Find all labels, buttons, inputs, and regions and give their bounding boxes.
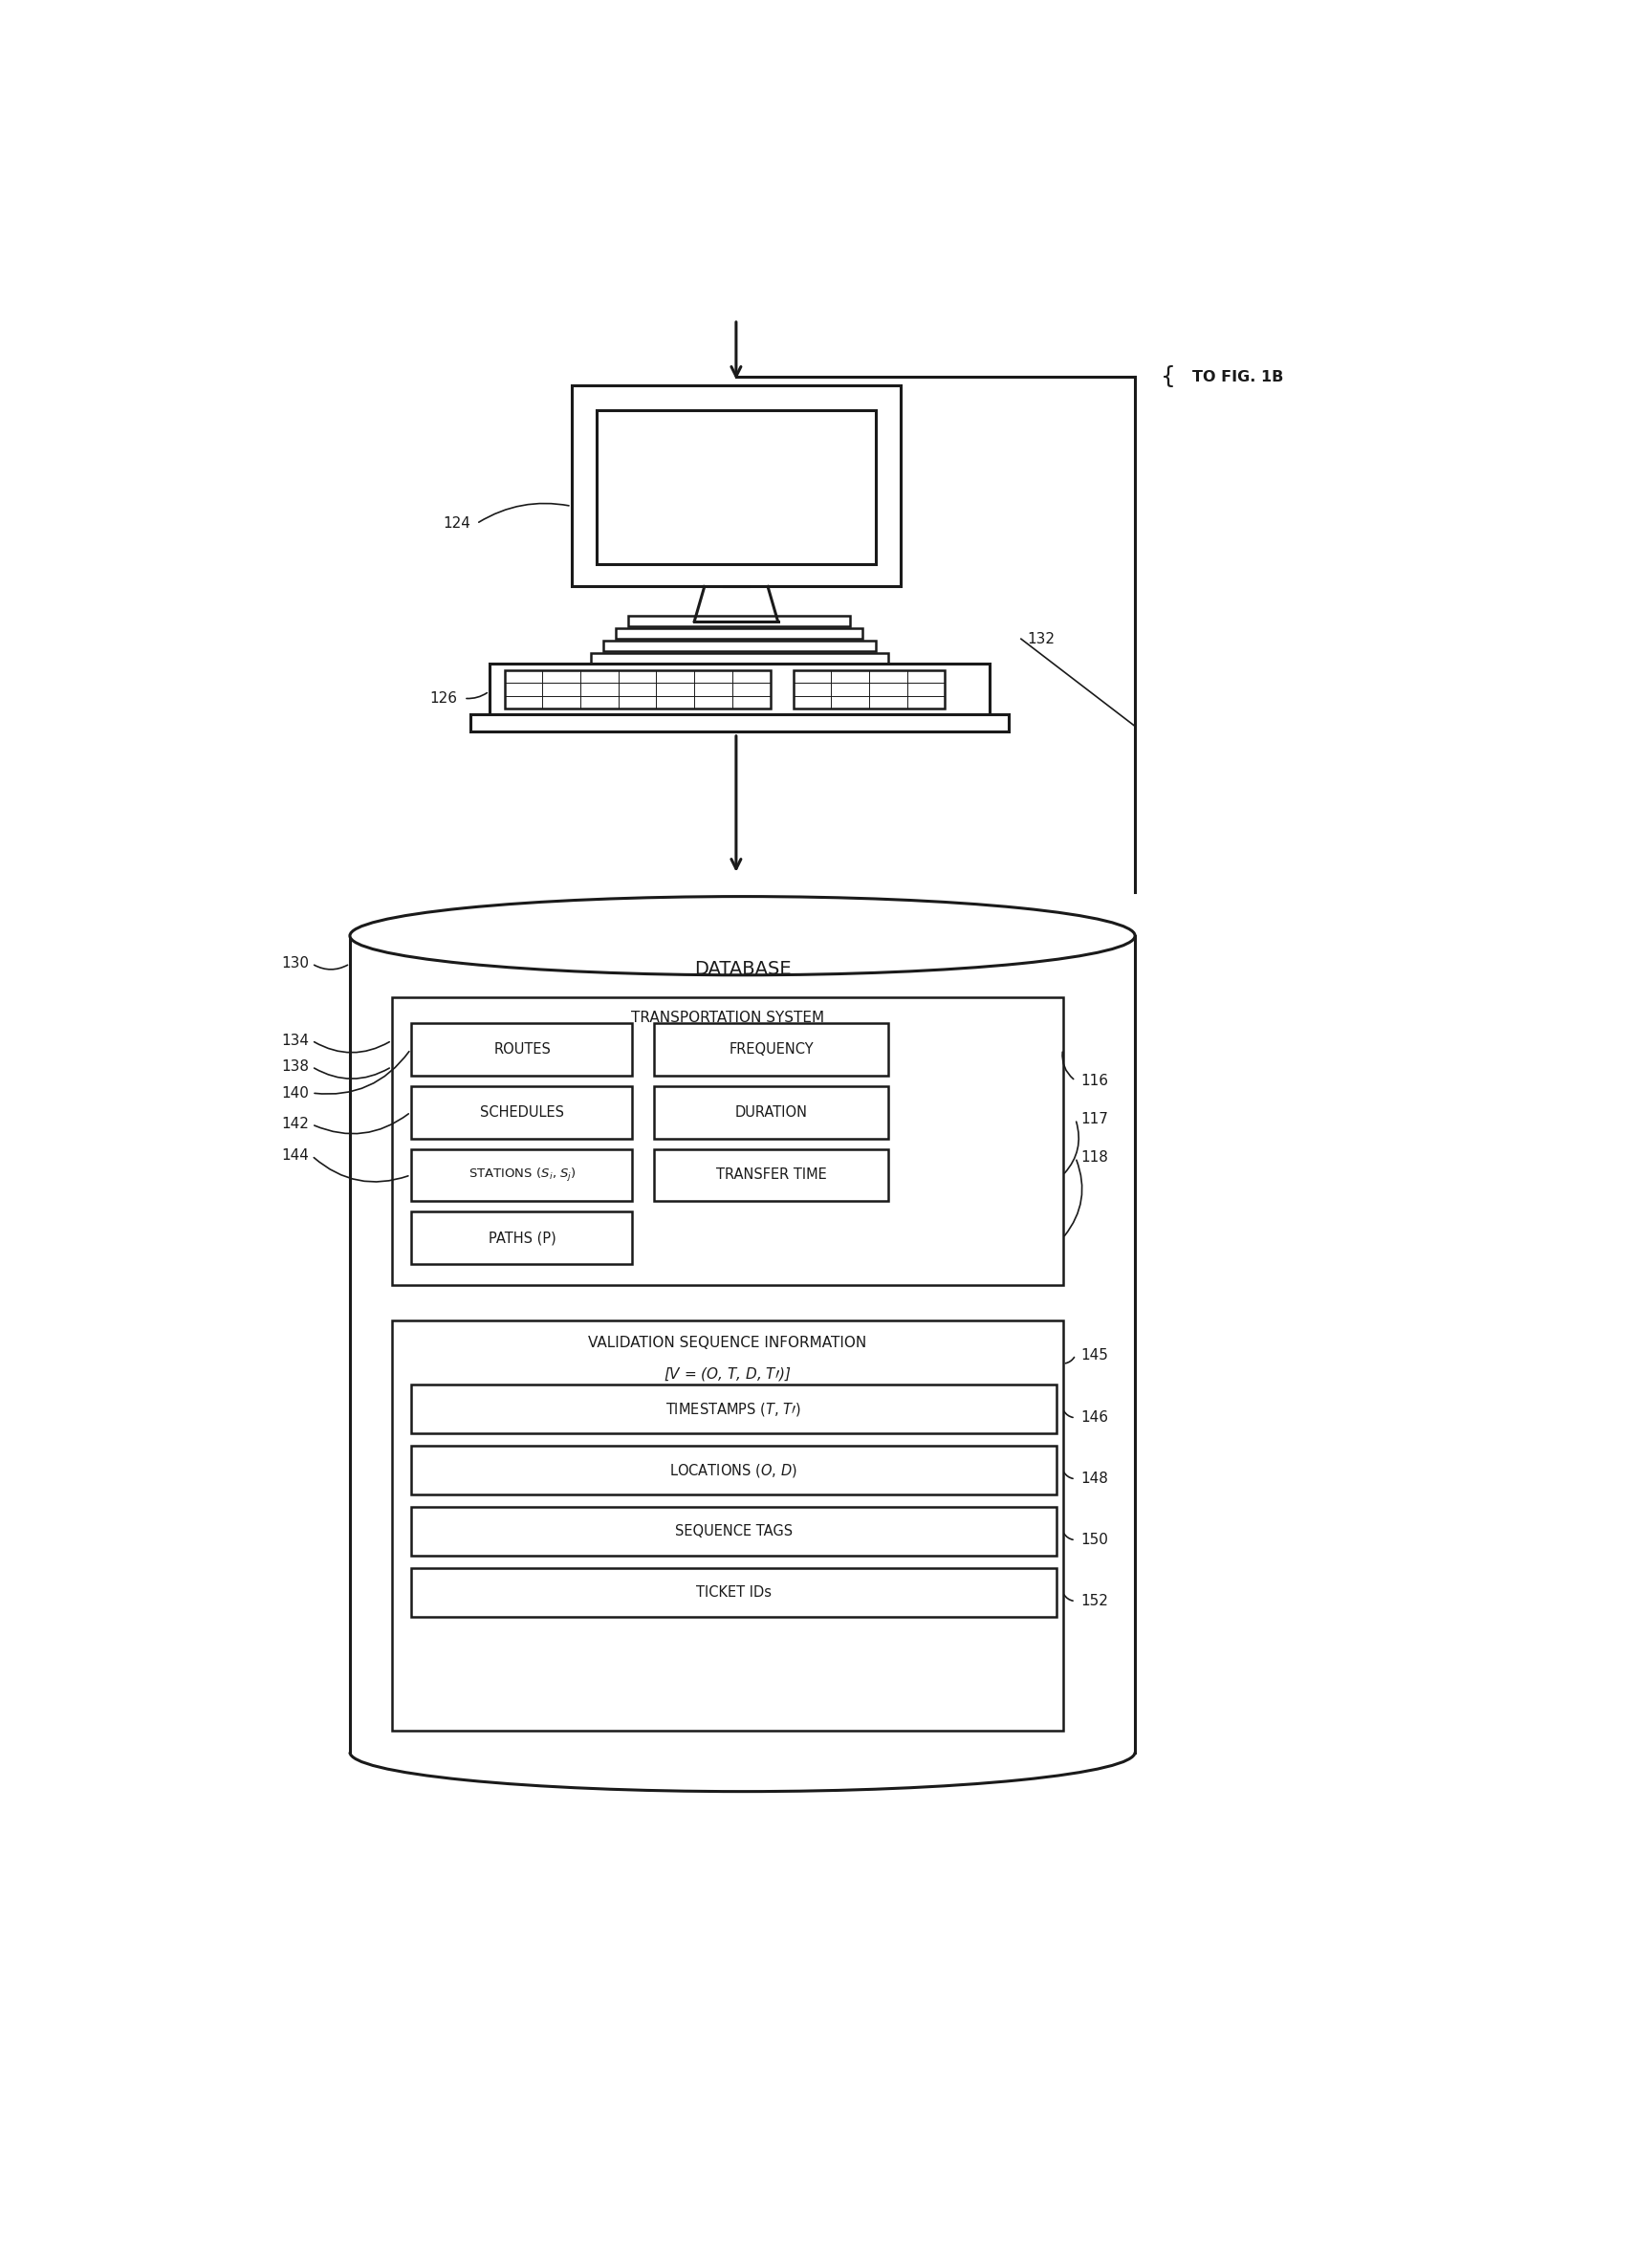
Bar xyxy=(410,1383,1057,1433)
Bar xyxy=(629,617,850,626)
Text: TRANSFER TIME: TRANSFER TIME xyxy=(716,1168,827,1182)
Bar xyxy=(596,411,876,565)
Text: 140: 140 xyxy=(281,1086,309,1100)
Text: TIMESTAMPS ($T$, $T$$\prime$): TIMESTAMPS ($T$, $T$$\prime$) xyxy=(665,1399,801,1418)
Text: 132: 132 xyxy=(1028,633,1056,646)
Bar xyxy=(410,1567,1057,1617)
Text: 130: 130 xyxy=(281,957,309,971)
Text: 144: 144 xyxy=(281,1148,309,1163)
Text: TRANSPORTATION SYSTEM: TRANSPORTATION SYSTEM xyxy=(631,1012,824,1025)
Text: 124: 124 xyxy=(443,517,471,531)
Text: 150: 150 xyxy=(1080,1533,1108,1547)
Bar xyxy=(572,386,900,587)
Text: PATHS (P): PATHS (P) xyxy=(489,1232,556,1245)
Text: 148: 148 xyxy=(1080,1472,1108,1486)
Bar xyxy=(410,1445,1057,1495)
Text: DURATION: DURATION xyxy=(735,1105,807,1120)
Text: VALIDATION SEQUENCE INFORMATION: VALIDATION SEQUENCE INFORMATION xyxy=(588,1336,866,1349)
Text: 118: 118 xyxy=(1080,1150,1108,1166)
Bar xyxy=(410,1086,632,1139)
Text: STATIONS ($S_i$, $S_j$): STATIONS ($S_i$, $S_j$) xyxy=(469,1166,577,1184)
Text: 145: 145 xyxy=(1080,1347,1108,1363)
Ellipse shape xyxy=(350,896,1136,975)
Bar xyxy=(654,1086,889,1139)
Bar xyxy=(410,1211,632,1263)
Text: TO FIG. 1B: TO FIG. 1B xyxy=(1193,370,1283,383)
Text: 152: 152 xyxy=(1080,1594,1108,1608)
Bar xyxy=(471,714,1008,733)
Text: [$V$ = ($O$, $T$, $D$, $T$$\prime$)]: [$V$ = ($O$, $T$, $D$, $T$$\prime$)] xyxy=(663,1365,791,1383)
Bar xyxy=(392,1320,1062,1730)
Bar xyxy=(590,653,889,662)
Text: FREQUENCY: FREQUENCY xyxy=(729,1041,814,1057)
Text: 138: 138 xyxy=(281,1059,309,1075)
Text: 146: 146 xyxy=(1080,1411,1108,1424)
Bar xyxy=(410,1150,632,1202)
Text: 126: 126 xyxy=(430,692,458,705)
Text: 134: 134 xyxy=(281,1034,309,1048)
Text: SCHEDULES: SCHEDULES xyxy=(480,1105,564,1120)
Text: 117: 117 xyxy=(1080,1111,1108,1127)
Bar xyxy=(410,1023,632,1075)
Text: TICKET IDs: TICKET IDs xyxy=(696,1585,771,1599)
Text: LOCATIONS ($O$, $D$): LOCATIONS ($O$, $D$) xyxy=(670,1461,797,1479)
Bar xyxy=(505,671,770,708)
Bar xyxy=(654,1150,889,1202)
Bar xyxy=(489,662,990,719)
Text: ROUTES: ROUTES xyxy=(493,1041,551,1057)
Text: 116: 116 xyxy=(1080,1073,1108,1089)
Text: {: { xyxy=(1160,365,1175,388)
Text: 142: 142 xyxy=(281,1118,309,1132)
Bar xyxy=(392,998,1062,1286)
Bar xyxy=(616,628,863,640)
Text: SEQUENCE TAGS: SEQUENCE TAGS xyxy=(675,1524,792,1538)
Bar xyxy=(792,671,944,708)
Bar xyxy=(410,1506,1057,1556)
Text: DATABASE: DATABASE xyxy=(694,959,791,978)
Bar xyxy=(654,1023,889,1075)
Bar xyxy=(603,640,876,651)
